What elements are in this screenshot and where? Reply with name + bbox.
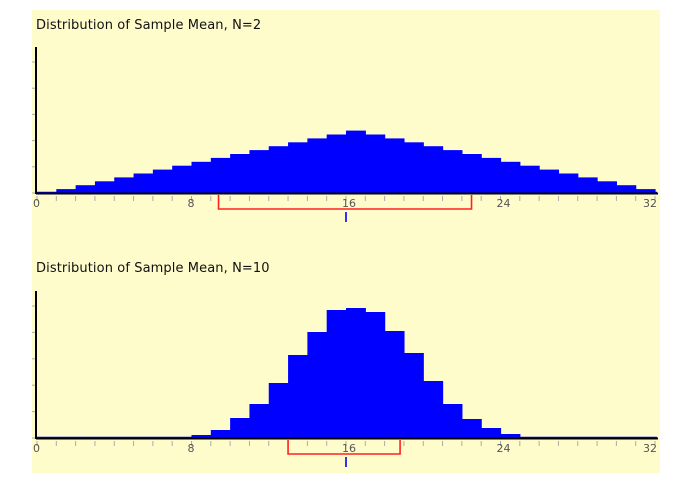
chart-title-n10: Distribution of Sample Mean, N=10 xyxy=(36,261,270,276)
chart-title-n2: Distribution of Sample Mean, N=2 xyxy=(36,18,262,33)
histogram-bar xyxy=(114,177,135,193)
histogram-bar xyxy=(94,181,115,193)
histogram-bar xyxy=(249,404,270,438)
histogram-bar xyxy=(210,157,231,193)
histogram-bar xyxy=(326,134,347,193)
histogram-bar xyxy=(461,419,482,438)
histogram-bar xyxy=(191,161,212,193)
histogram-bar xyxy=(481,157,502,193)
histogram-bar xyxy=(616,185,637,193)
histogram-bar xyxy=(635,189,656,193)
histogram-bar xyxy=(442,404,463,438)
histogram-bar xyxy=(230,418,251,438)
histogram-bar xyxy=(346,308,366,438)
histogram-bar xyxy=(577,177,598,193)
histogram-bar xyxy=(403,353,424,438)
histogram-bar xyxy=(75,185,96,193)
histogram-bar xyxy=(597,181,617,193)
x-tick-label: 0 xyxy=(33,197,40,210)
x-tick-label: 16 xyxy=(342,197,356,210)
histogram-bar xyxy=(403,142,424,193)
histogram-bar xyxy=(461,154,482,193)
histogram-bar xyxy=(288,142,308,193)
histogram-bar xyxy=(210,430,231,438)
histogram-bar xyxy=(191,435,212,438)
histogram-bar xyxy=(384,138,405,193)
histogram-bar xyxy=(288,355,308,438)
x-tick-label: 8 xyxy=(188,442,195,455)
histogram-bar xyxy=(500,434,521,438)
histogram-bar xyxy=(365,312,386,438)
histogram-bar xyxy=(326,310,347,438)
x-tick-label: 0 xyxy=(33,442,40,455)
x-tick-label: 24 xyxy=(497,442,511,455)
x-tick-label: 16 xyxy=(342,442,356,455)
histogram-bar xyxy=(346,130,366,193)
histogram-bar xyxy=(152,169,173,193)
histogram-bar xyxy=(519,165,540,193)
histogram-bar xyxy=(307,138,328,193)
x-tick-label: 32 xyxy=(643,442,657,455)
histogram-bar xyxy=(481,428,502,438)
histogram-bar xyxy=(172,165,193,193)
histogram-bar xyxy=(365,134,386,193)
histogram-bar xyxy=(133,173,154,193)
histogram-bar xyxy=(268,383,289,438)
histogram-bar xyxy=(442,150,463,193)
interval-bracket xyxy=(287,440,401,455)
histogram-bar xyxy=(249,150,270,193)
histogram-bar xyxy=(268,146,289,193)
histogram-bar xyxy=(230,154,251,193)
histogram-bar xyxy=(423,146,444,193)
histogram-bar xyxy=(384,331,405,438)
histogram-bar xyxy=(56,189,77,193)
x-tick-label: 24 xyxy=(497,197,511,210)
interval-bracket xyxy=(217,195,473,210)
x-tick-label: 32 xyxy=(643,197,657,210)
histogram-bar xyxy=(307,332,328,438)
x-tick-label: 8 xyxy=(188,197,195,210)
histogram-bar xyxy=(423,381,444,438)
histogram-bar xyxy=(539,169,560,193)
histogram-bar xyxy=(500,161,521,193)
histogram-bar xyxy=(558,173,579,193)
